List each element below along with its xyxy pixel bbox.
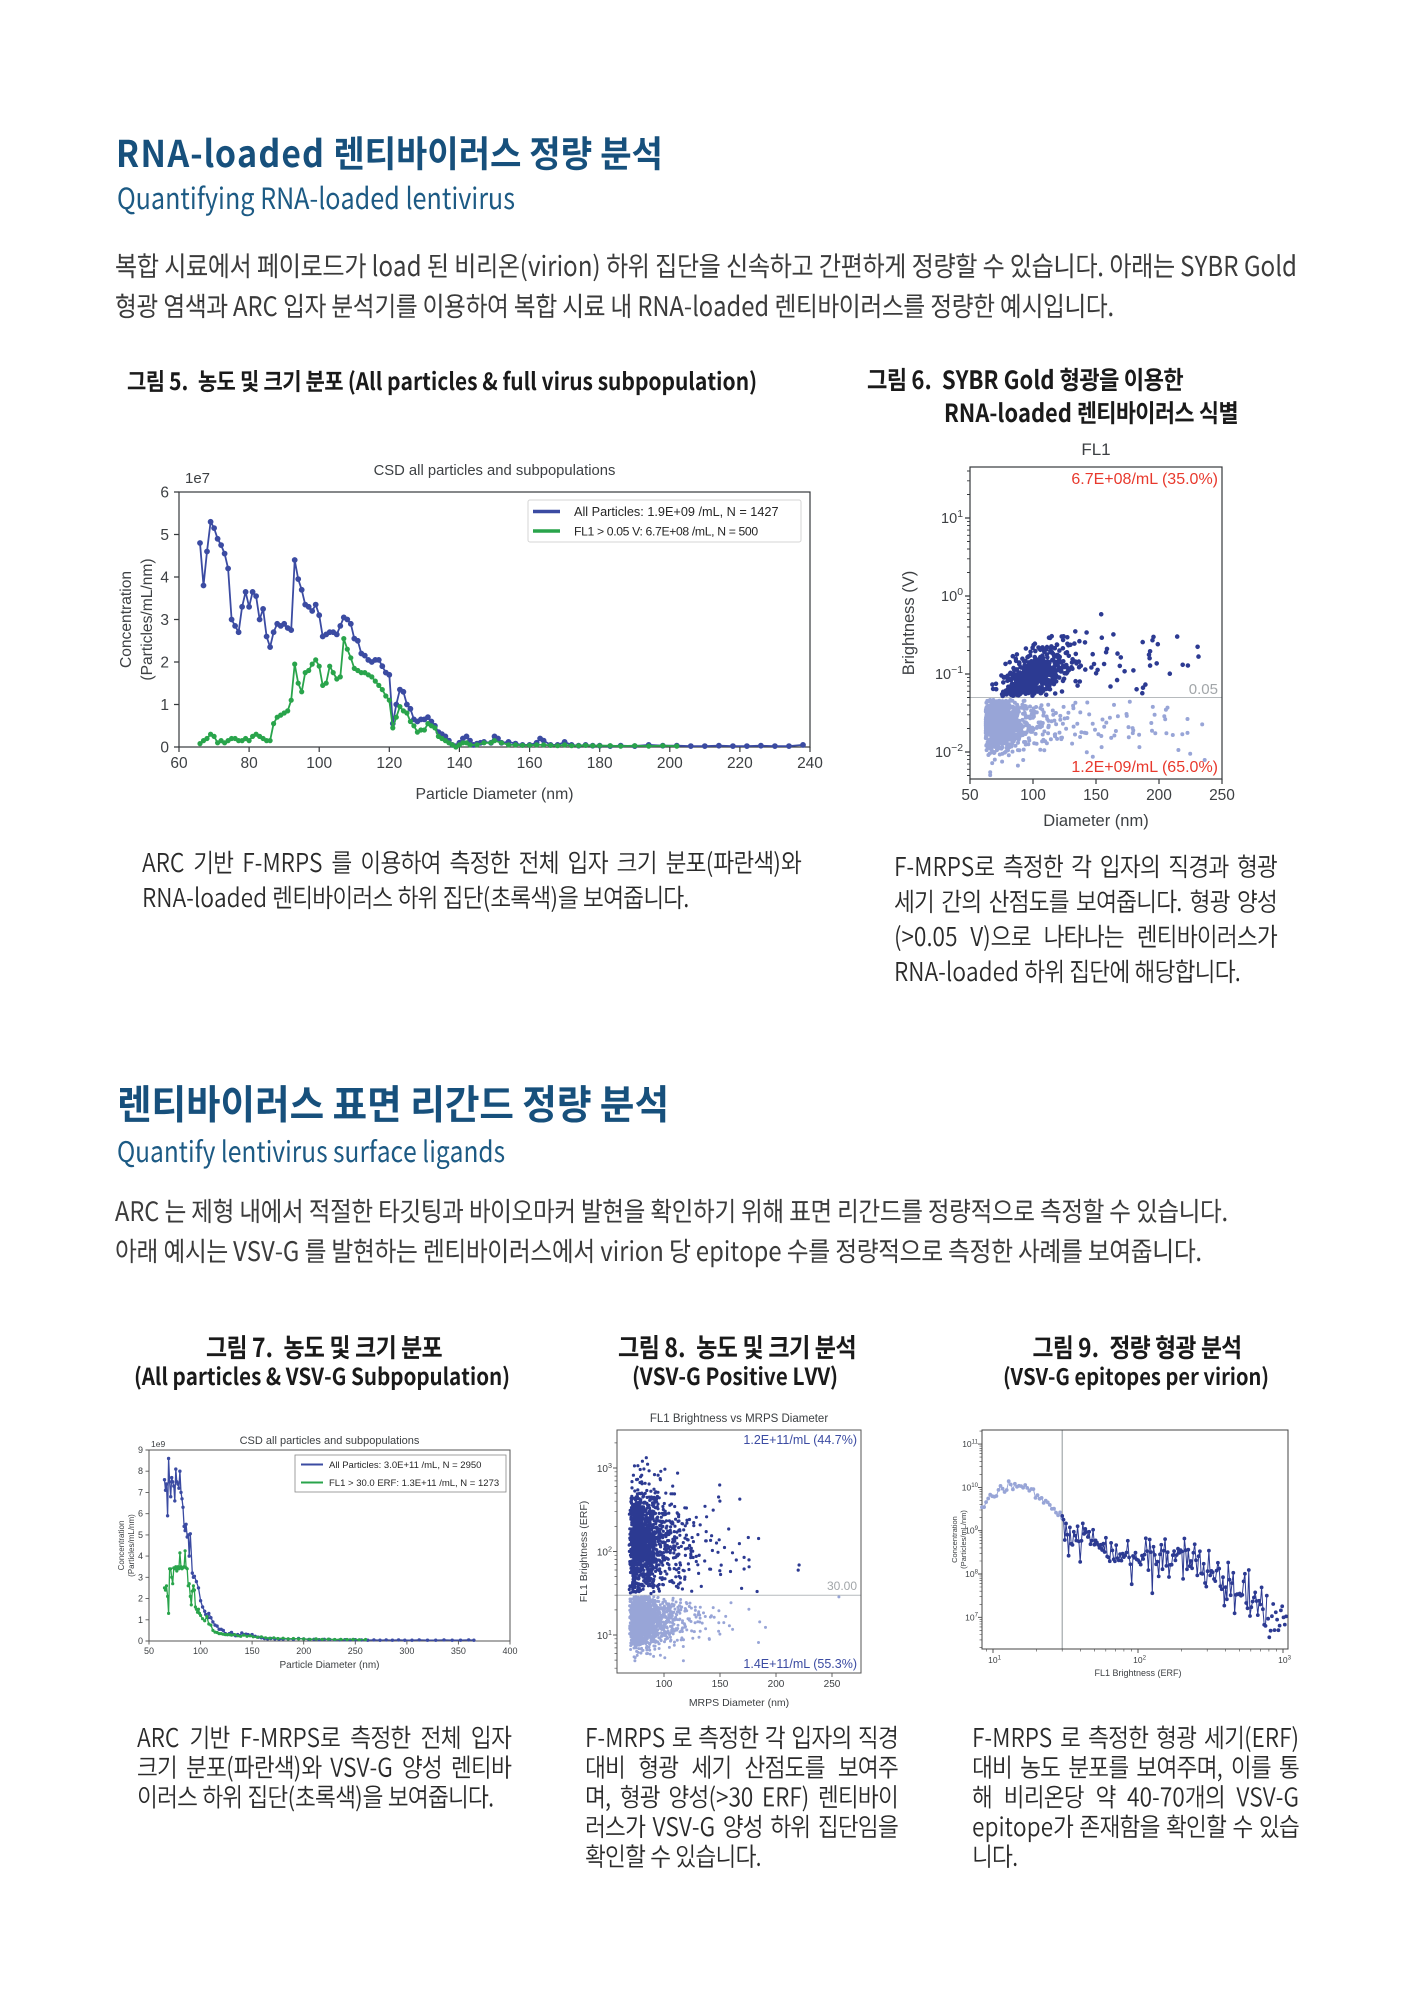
svg-text:Diameter (nm): Diameter (nm) (1043, 812, 1148, 830)
svg-text:1010: 1010 (962, 1482, 979, 1493)
svg-text:200: 200 (296, 1646, 311, 1656)
svg-text:120: 120 (376, 755, 402, 772)
svg-text:1.2E+09/mL (65.0%): 1.2E+09/mL (65.0%) (1071, 759, 1218, 776)
svg-text:FL1 > 0.05 V: 6.7E+08 /mL, N =: FL1 > 0.05 V: 6.7E+08 /mL, N = 500 (574, 525, 758, 539)
svg-text:1: 1 (138, 1615, 143, 1625)
svg-text:60: 60 (170, 755, 188, 772)
svg-text:250: 250 (348, 1646, 363, 1656)
svg-text:Concentration: Concentration (117, 1521, 126, 1571)
svg-text:5: 5 (160, 527, 169, 544)
svg-text:140: 140 (447, 755, 473, 772)
svg-text:6: 6 (138, 1509, 143, 1519)
svg-text:200: 200 (657, 755, 683, 772)
svg-text:(Particles/mL/nm): (Particles/mL/nm) (127, 1514, 136, 1577)
svg-text:1011: 1011 (962, 1439, 978, 1450)
svg-text:200: 200 (768, 1679, 785, 1690)
svg-text:1e7: 1e7 (185, 470, 210, 487)
svg-text:0: 0 (160, 740, 169, 757)
svg-text:50: 50 (961, 787, 979, 804)
svg-text:240: 240 (797, 755, 823, 772)
svg-text:250: 250 (1209, 787, 1235, 804)
svg-text:1e9: 1e9 (151, 1439, 165, 1449)
svg-text:Concentration: Concentration (118, 571, 135, 668)
svg-text:102: 102 (1133, 1654, 1146, 1665)
svg-text:220: 220 (727, 755, 753, 772)
svg-text:109: 109 (965, 1525, 978, 1536)
svg-text:350: 350 (451, 1646, 466, 1656)
svg-text:9: 9 (138, 1445, 143, 1455)
svg-text:160: 160 (517, 755, 543, 772)
svg-text:150: 150 (712, 1679, 729, 1690)
svg-text:100: 100 (656, 1679, 673, 1690)
svg-text:FL1 Brightness (ERF): FL1 Brightness (ERF) (578, 1501, 590, 1603)
svg-text:107: 107 (965, 1612, 978, 1623)
svg-text:100: 100 (193, 1646, 208, 1656)
svg-text:All Particles: 3.0E+11 /mL, N: All Particles: 3.0E+11 /mL, N = 2950 (329, 1460, 481, 1471)
svg-text:FL1 Brightness vs MRPS Diamet: FL1 Brightness vs MRPS Diameter (650, 1413, 828, 1425)
svg-text:7: 7 (138, 1487, 143, 1497)
svg-text:400: 400 (502, 1646, 517, 1656)
svg-text:Concentration: Concentration (950, 1516, 959, 1563)
svg-text:0.05: 0.05 (1189, 681, 1218, 698)
svg-text:FL1 Brightness (ERF): FL1 Brightness (ERF) (1094, 1668, 1181, 1678)
svg-text:(Particles/mL/nm): (Particles/mL/nm) (139, 558, 156, 680)
svg-text:8: 8 (138, 1466, 143, 1476)
svg-text:200: 200 (1146, 787, 1172, 804)
svg-text:FL1 > 30.0 ERF: 1.3E+11 /mL, N: FL1 > 30.0 ERF: 1.3E+11 /mL, N = 1273 (329, 1478, 499, 1489)
svg-text:Particle Diameter (nm): Particle Diameter (nm) (416, 786, 574, 803)
svg-text:150: 150 (1083, 787, 1109, 804)
svg-text:103: 103 (1278, 1654, 1291, 1665)
svg-text:3: 3 (160, 612, 169, 629)
svg-text:180: 180 (587, 755, 613, 772)
svg-text:CSD all particles and subpopul: CSD all particles and subpopulations (240, 1435, 420, 1447)
svg-text:300: 300 (399, 1646, 414, 1656)
svg-text:100: 100 (306, 755, 332, 772)
svg-text:2: 2 (160, 655, 169, 672)
svg-text:30.00: 30.00 (827, 1579, 857, 1593)
svg-text:1.4E+11/mL (55.3%): 1.4E+11/mL (55.3%) (743, 1657, 857, 1671)
svg-text:0: 0 (138, 1636, 143, 1646)
svg-text:1: 1 (160, 697, 169, 714)
svg-text:MRPS Diameter (nm): MRPS Diameter (nm) (689, 1697, 789, 1709)
svg-text:6: 6 (160, 485, 169, 502)
svg-text:FL1: FL1 (1081, 440, 1110, 459)
svg-text:Brightness (V): Brightness (V) (900, 571, 918, 676)
svg-text:4: 4 (138, 1551, 143, 1561)
svg-text:108: 108 (965, 1568, 978, 1579)
svg-text:3: 3 (138, 1572, 143, 1582)
svg-text:5: 5 (138, 1530, 143, 1540)
svg-text:Particle Diameter (nm): Particle Diameter (nm) (279, 1660, 379, 1671)
svg-text:1.2E+11/mL (44.7%): 1.2E+11/mL (44.7%) (743, 1433, 857, 1447)
svg-text:2: 2 (138, 1594, 143, 1604)
svg-text:(Particles/mL/nm): (Particles/mL/nm) (959, 1510, 968, 1569)
svg-text:CSD all particles and subpopul: CSD all particles and subpopulations (374, 463, 616, 479)
svg-text:50: 50 (144, 1646, 154, 1656)
svg-text:150: 150 (245, 1646, 260, 1656)
svg-text:101: 101 (988, 1654, 1001, 1665)
svg-text:All Particles: 1.9E+09 /mL, N: All Particles: 1.9E+09 /mL, N = 1427 (574, 505, 779, 519)
svg-text:4: 4 (160, 570, 169, 587)
svg-text:250: 250 (824, 1679, 841, 1690)
svg-text:100: 100 (1020, 787, 1046, 804)
svg-text:80: 80 (240, 755, 258, 772)
svg-text:6.7E+08/mL (35.0%): 6.7E+08/mL (35.0%) (1071, 471, 1218, 488)
